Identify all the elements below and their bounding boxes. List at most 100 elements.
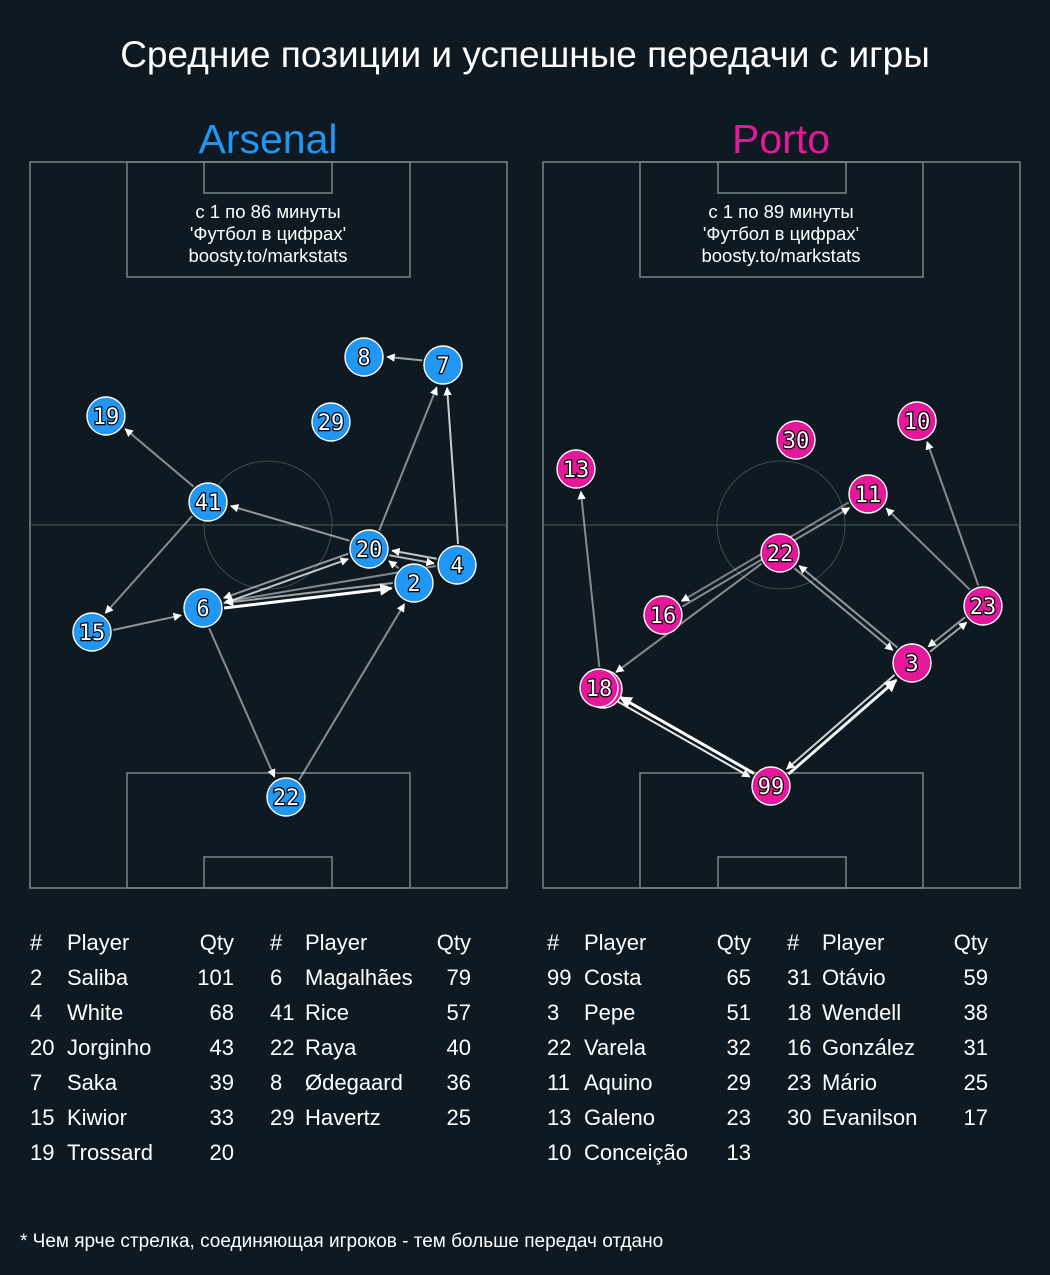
player-marker [394, 563, 434, 603]
header-qty: Qty [199, 930, 234, 955]
legend-qty: 79 [446, 965, 471, 990]
player-number-label: 22 [273, 786, 300, 811]
player-number-label: 8 [357, 346, 370, 371]
legend-porto: # Player Qty # Player Qty 99 Costa 65 3 Pepe 51 22 Va… [547, 930, 1027, 1190]
player-marker [751, 766, 791, 806]
player-number-label: 6 [196, 597, 209, 622]
player-number-label: 41 [195, 491, 222, 516]
player-marker [183, 588, 223, 628]
legend-num: 19 [30, 1140, 55, 1165]
player-number-label: 22 [767, 542, 794, 567]
player-node-41: 41 [188, 482, 228, 522]
legend-qty: 39 [209, 1070, 234, 1095]
passes-layer [104, 353, 980, 781]
legend-num: 99 [547, 965, 572, 990]
player-marker [776, 420, 816, 460]
player-marker [86, 396, 126, 436]
header-num: # [30, 930, 43, 955]
legend-row: 10 Conceição 13 [547, 1140, 1027, 1170]
legend-qty: 59 [963, 965, 988, 990]
legend-qty: 25 [963, 1070, 988, 1095]
legend-num: 8 [270, 1070, 283, 1095]
pass-arrow-6-to-22 [208, 627, 276, 778]
legend-qty: 101 [197, 965, 234, 990]
player-marker [579, 668, 619, 708]
note-line-link: boosty.to/markstats [701, 245, 861, 266]
player-node-30: 30 [776, 420, 816, 460]
pass-arrow-3-to-22 [798, 565, 899, 649]
header-player: Player [584, 930, 647, 955]
legend-player-name: Aquino [584, 1070, 653, 1095]
legend-row: 19 Trossard 20 [30, 1140, 510, 1170]
pass-arrow-4-to-20 [391, 547, 437, 560]
player-node-29: 29 [311, 402, 351, 442]
player-number-label: 7 [436, 354, 449, 379]
player-marker [423, 345, 463, 385]
legend-num: 6 [270, 965, 283, 990]
pass-arrow-41-to-15 [104, 515, 193, 614]
player-node-6: 6 [183, 588, 223, 628]
player-marker [188, 482, 228, 522]
legend-qty: 43 [209, 1035, 234, 1060]
legend-row: 31 Otávio 59 [547, 965, 1027, 995]
legend-qty: 40 [446, 1035, 471, 1060]
player-number-label: 10 [904, 410, 931, 435]
legend-header: # Player Qty [547, 930, 1027, 960]
legend-qty: 68 [209, 1000, 234, 1025]
player-node-13: 13 [556, 449, 596, 489]
legend-row: 22 Varela 32 [547, 1035, 1027, 1065]
legend-num: 20 [30, 1035, 55, 1060]
legend-num: 29 [270, 1105, 295, 1130]
pass-arrow-41-to-19 [124, 428, 195, 488]
player-number-label: 30 [783, 429, 810, 454]
pass-arrow-20-to-41 [229, 504, 350, 542]
legend-header: # Player Qty [30, 930, 510, 960]
player-node-22: 22 [760, 533, 800, 573]
player-marker [556, 449, 596, 489]
legend-player-name: Saka [67, 1070, 118, 1095]
pitch-note-arsenal: с 1 по 86 минуты 'Футбол в цифрах' boost… [128, 201, 408, 267]
legend-player-name: González [822, 1035, 915, 1060]
legend-player-name: Rice [305, 1000, 350, 1025]
center-circle [203, 460, 333, 590]
legend-qty: 20 [209, 1140, 234, 1165]
pass-arrow-6-to-20 [223, 557, 349, 605]
player-node-20: 20 [349, 529, 389, 569]
legend-row: 20 Jorginho 43 [30, 1035, 510, 1065]
legend-qty: 25 [446, 1105, 471, 1130]
legend-qty: 32 [726, 1035, 751, 1060]
legend-player-name: Havertz [305, 1105, 381, 1130]
player-marker [349, 529, 389, 569]
legend-num: 30 [787, 1105, 812, 1130]
player-number-label: 29 [318, 411, 345, 436]
player-marker [760, 533, 800, 573]
legend-num: 23 [787, 1070, 812, 1095]
legend-row: 4 White 68 [30, 1000, 510, 1030]
legend-qty: 65 [726, 965, 751, 990]
player-number-label: 3 [905, 652, 918, 677]
player-marker [344, 337, 384, 377]
header-player: Player [67, 930, 130, 955]
legend-player-name: Ødegaard [305, 1070, 403, 1095]
player-marker [963, 586, 1003, 626]
legend-row: 16 González 31 [547, 1035, 1027, 1065]
player-number-label: 20 [356, 538, 383, 563]
legend-qty: 33 [209, 1105, 234, 1130]
player-node-19: 19 [86, 396, 126, 436]
players-layer: 87192941204261522103013112223163311899 [72, 337, 1003, 817]
legend-header: # Player Qty [30, 930, 510, 960]
player-number-label: 11 [855, 483, 882, 508]
legend-num: 22 [547, 1035, 572, 1060]
pass-arrow-2-to-20 [388, 560, 400, 570]
player-node-10: 10 [897, 401, 937, 441]
pass-arrow-2-to-6 [224, 581, 393, 607]
legend-player-name: Galeno [584, 1105, 655, 1130]
player-number-label: 16 [650, 604, 677, 629]
legend-arsenal: # Player Qty # Player Qty 2 Saliba 101 4 White 68 20… [30, 930, 510, 1190]
legend-qty: 13 [726, 1140, 751, 1165]
legend-num: 10 [547, 1140, 572, 1165]
legend-row: 41 Rice 57 [30, 1000, 510, 1030]
player-number-label: 18 [586, 677, 613, 702]
header-qty: Qty [953, 930, 988, 955]
legend-player-name: Wendell [822, 1000, 902, 1025]
